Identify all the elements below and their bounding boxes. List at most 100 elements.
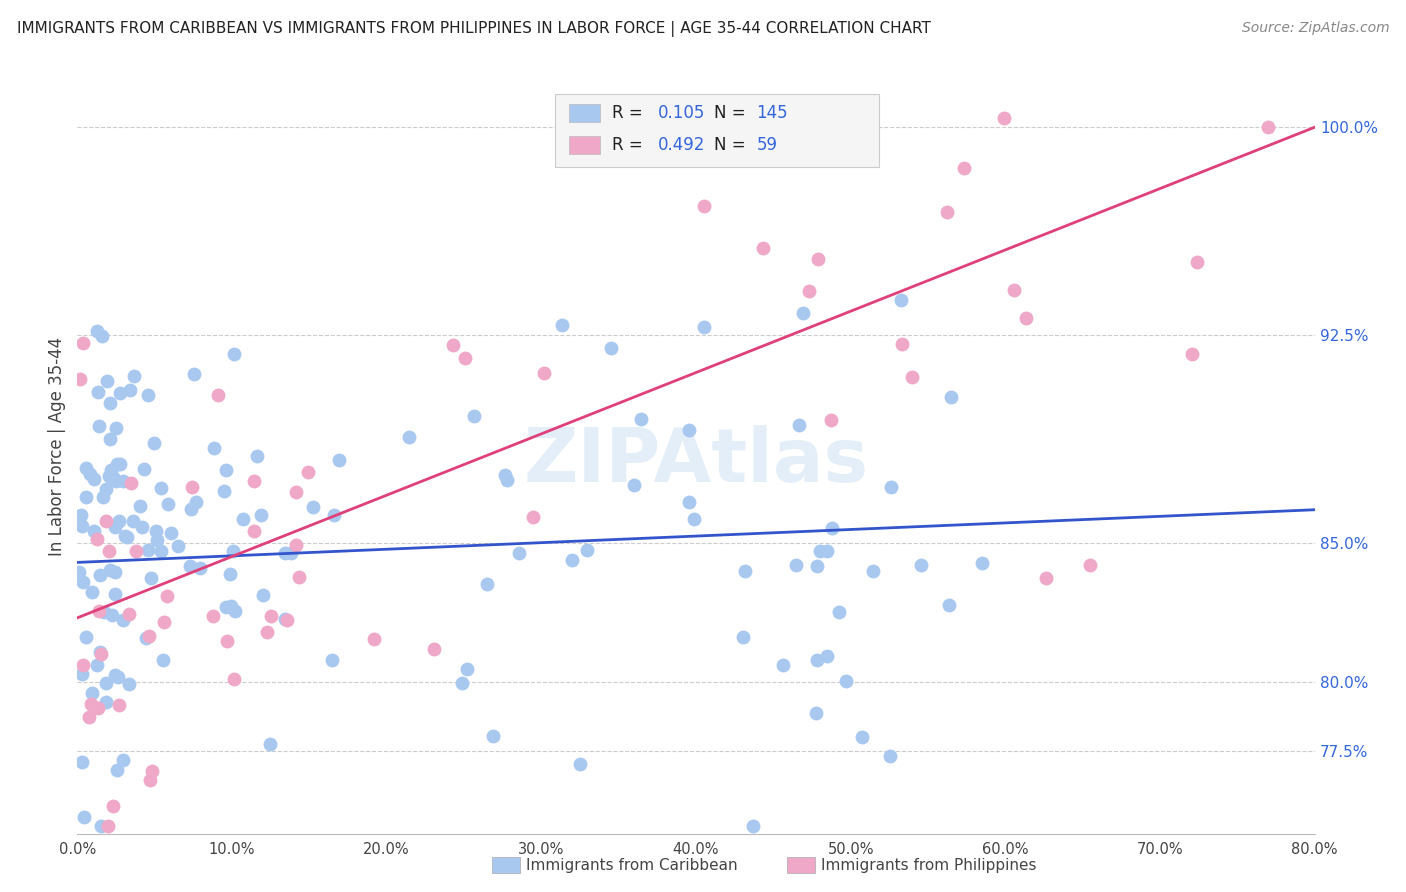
Point: [623, 477, 645, 491]
Point: [891, 337, 914, 351]
Point: [167, 539, 190, 553]
Text: R =: R =: [612, 136, 648, 154]
Point: [828, 605, 851, 619]
Point: [96, 514, 118, 528]
Point: [806, 558, 828, 573]
Point: [114, 529, 136, 543]
Point: [75, 630, 97, 644]
Point: [138, 629, 160, 643]
Point: [1181, 347, 1204, 361]
Point: [90, 819, 112, 833]
Point: [772, 658, 794, 673]
Point: [789, 417, 811, 432]
Point: [576, 543, 599, 558]
Point: [118, 677, 141, 691]
Point: [180, 502, 202, 516]
Point: [224, 347, 246, 361]
Point: [692, 199, 714, 213]
Point: [108, 385, 131, 400]
Point: [104, 587, 127, 601]
Point: [678, 423, 700, 437]
Point: [1002, 284, 1025, 298]
Point: [75, 490, 97, 504]
Point: [80, 685, 103, 699]
Point: [104, 520, 127, 534]
Point: [86, 532, 108, 546]
Text: 0.492: 0.492: [658, 136, 706, 154]
Point: [70, 667, 93, 681]
Y-axis label: In Labor Force | Age 35-44: In Labor Force | Age 35-44: [48, 336, 66, 556]
Point: [89, 419, 111, 434]
Point: [183, 367, 205, 381]
Point: [815, 544, 838, 558]
Point: [132, 462, 155, 476]
Point: [79, 467, 101, 481]
Point: [104, 421, 127, 435]
Point: [243, 474, 266, 488]
Point: [222, 672, 245, 686]
Point: [297, 465, 319, 479]
Point: [67, 565, 90, 579]
Point: [276, 613, 298, 627]
Point: [835, 674, 858, 689]
Point: [153, 615, 176, 629]
Point: [179, 559, 201, 574]
Point: [155, 589, 177, 603]
Point: [98, 395, 121, 409]
Point: [284, 538, 307, 552]
Point: [75, 460, 97, 475]
Point: [249, 508, 271, 522]
Point: [131, 520, 153, 534]
Point: [224, 604, 246, 618]
Point: [107, 458, 129, 472]
Point: [86, 324, 108, 338]
Text: 0.105: 0.105: [658, 104, 706, 122]
Point: [101, 470, 124, 484]
Point: [938, 598, 960, 612]
Point: [1257, 120, 1279, 135]
Point: [100, 608, 122, 623]
Point: [475, 577, 498, 591]
Point: [207, 388, 229, 402]
Point: [508, 546, 530, 560]
Point: [105, 475, 128, 489]
Point: [83, 524, 105, 538]
Point: [128, 499, 150, 513]
Point: [90, 647, 112, 661]
Point: [398, 430, 420, 444]
Point: [180, 480, 202, 494]
Point: [97, 819, 120, 833]
Point: [110, 457, 132, 471]
Point: [72, 658, 94, 673]
Point: [101, 798, 124, 813]
Point: [139, 571, 162, 585]
Point: [862, 564, 884, 578]
Point: [104, 668, 127, 682]
Point: [83, 472, 105, 486]
Point: [808, 544, 831, 558]
Point: [141, 764, 163, 779]
Point: [96, 374, 118, 388]
Point: [69, 508, 91, 522]
Text: 145: 145: [756, 104, 787, 122]
Point: [288, 570, 311, 584]
Point: [152, 653, 174, 667]
Point: [879, 749, 901, 764]
Text: Immigrants from Philippines: Immigrants from Philippines: [821, 858, 1036, 872]
Point: [107, 670, 129, 684]
Point: [67, 512, 90, 526]
Point: [496, 474, 519, 488]
Point: [242, 524, 264, 538]
Point: [94, 695, 117, 709]
Point: [145, 524, 167, 539]
Point: [1015, 311, 1038, 326]
Point: [568, 757, 591, 772]
Point: [1187, 254, 1209, 268]
Point: [683, 512, 706, 526]
Point: [100, 563, 122, 577]
Point: [274, 612, 297, 626]
Point: [321, 653, 343, 667]
Point: [890, 293, 912, 307]
Point: [188, 561, 211, 575]
Point: [599, 342, 621, 356]
